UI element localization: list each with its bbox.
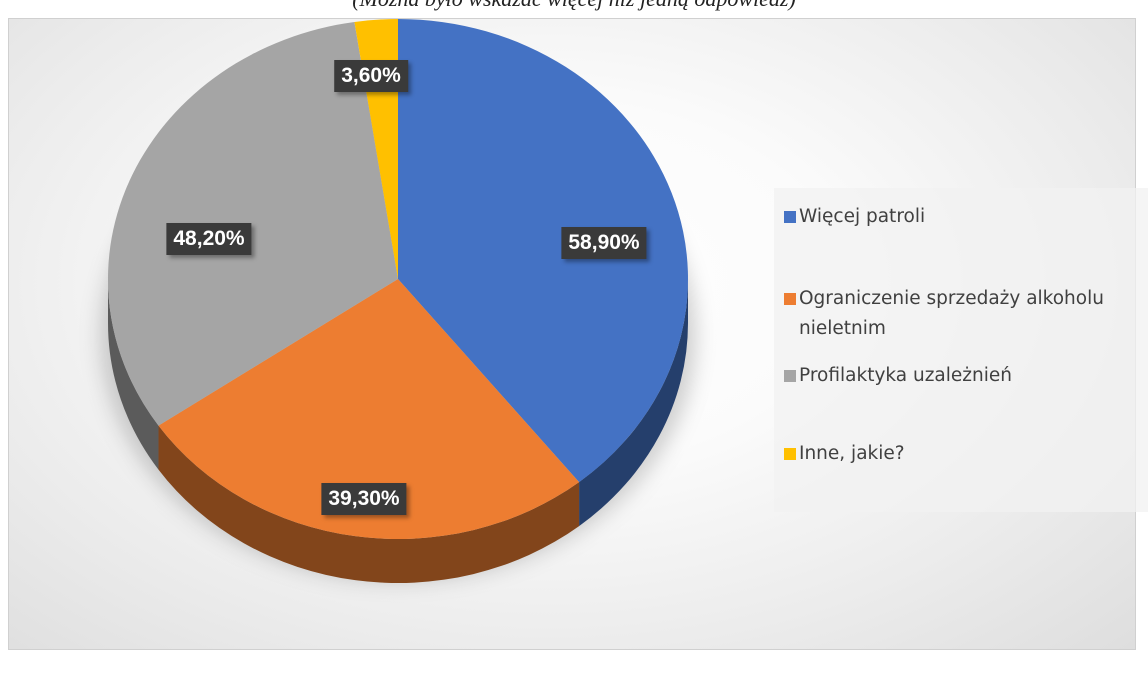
legend-label-3: Inne, jakie?: [799, 443, 905, 464]
legend-label-1: Ograniczenie sprzedaży alkoholu nieletni…: [799, 288, 1104, 339]
legend-swatch-1: [784, 293, 796, 305]
data-label-3: 3,60%: [334, 60, 408, 92]
legend-item-0: Więcej patroli: [784, 202, 1144, 232]
legend-swatch-0: [784, 211, 796, 223]
legend: Więcej patroli Ograniczenie sprzedaży alk…: [774, 188, 1148, 512]
pie-side-2: [108, 279, 159, 470]
legend-label-2: Profilaktyka uzależnień: [799, 365, 1012, 386]
legend-swatch-2: [784, 370, 796, 382]
chart-caption: (Można było wskazać więcej niż jedną odp…: [0, 0, 1148, 12]
legend-item-3: Inne, jakie?: [784, 439, 1144, 469]
pie-slice-1: [158, 279, 580, 539]
legend-label-0: Więcej patroli: [799, 206, 926, 227]
pie-slice-0: [398, 19, 688, 483]
data-label-0: 58,90%: [561, 227, 647, 259]
legend-swatch-3: [784, 448, 796, 460]
data-label-2: 48,20%: [166, 223, 252, 255]
data-label-1: 39,30%: [321, 483, 407, 515]
legend-item-1: Ograniczenie sprzedaży alkoholu nieletni…: [784, 284, 1144, 344]
pie-side-0: [579, 279, 688, 527]
legend-item-2: Profilaktyka uzależnień: [784, 361, 1144, 391]
pie-slice-2: [107, 21, 399, 426]
pie-side-1: [158, 425, 580, 583]
pie-chart: [100, 19, 696, 583]
chart-area: 58,90% 39,30% 48,20% 3,60% Więcej patroli Og…: [8, 18, 1148, 650]
